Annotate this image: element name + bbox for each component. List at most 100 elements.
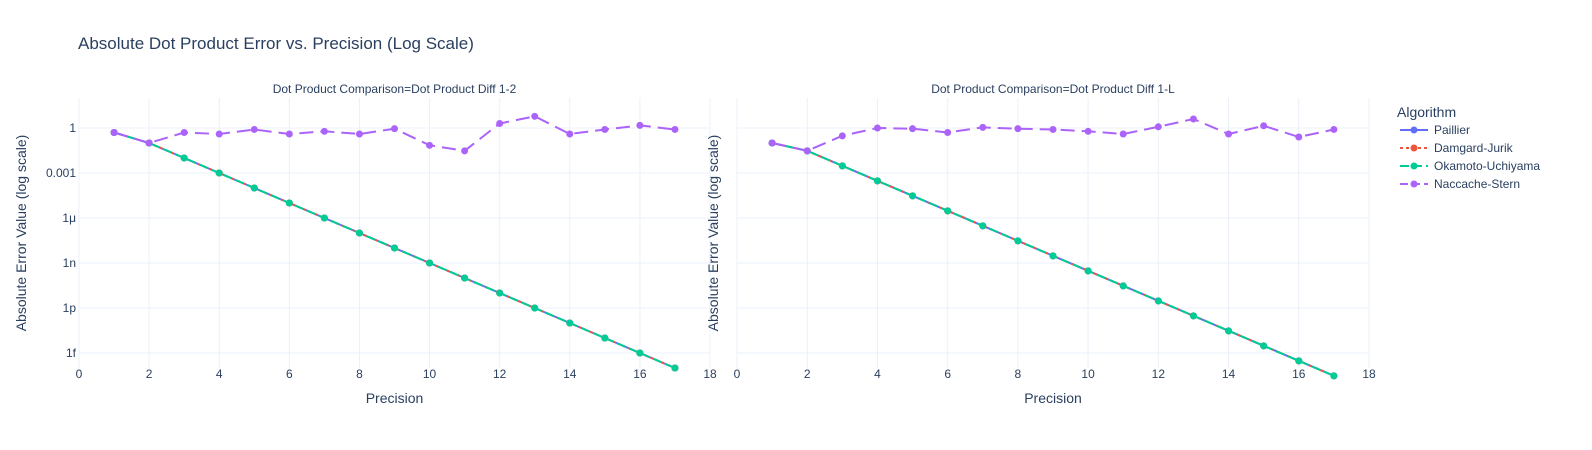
data-point: [1225, 130, 1233, 138]
data-point: [671, 364, 679, 372]
data-point: [285, 199, 293, 207]
legend-item-naccache-stern: Naccache-Stern: [1400, 177, 1520, 191]
data-point: [145, 139, 153, 147]
x-tick-label: 14: [1222, 367, 1236, 381]
data-point: [1295, 357, 1303, 365]
legend-item-okamoto-uchiyama: Okamoto-Uchiyama: [1400, 159, 1540, 173]
chart-title: Absolute Dot Product Error vs. Precision…: [78, 34, 474, 53]
x-tick-label: 2: [804, 367, 811, 381]
data-point: [566, 130, 574, 138]
data-point: [944, 207, 952, 215]
data-point: [601, 334, 609, 342]
data-point: [1189, 312, 1197, 320]
series-line-paillier: [771, 142, 1335, 377]
series-paillier: [768, 139, 1338, 380]
data-point: [391, 125, 398, 133]
subplot-2: Dot Product Comparison=Dot Product Diff …: [705, 82, 1376, 406]
x-tick-label: 16: [633, 367, 647, 381]
legend-label: Paillier: [1434, 123, 1470, 137]
grid-lines: [736, 98, 1370, 368]
data-point: [768, 139, 776, 147]
data-point: [355, 130, 363, 138]
series-line-damgard-jurik: [113, 131, 676, 369]
y-tick-label: 0.001: [46, 166, 76, 180]
data-point: [979, 222, 987, 230]
panels-layer: Dot Product Comparison=Dot Product Diff …: [13, 82, 1376, 406]
data-point: [1049, 252, 1057, 260]
data-point: [1154, 123, 1162, 131]
x-tick-label: 12: [1152, 367, 1166, 381]
x-tick-label: 4: [874, 367, 881, 381]
data-point: [873, 124, 881, 132]
data-point: [909, 192, 917, 200]
x-tick-label: 18: [703, 367, 717, 381]
data-point: [671, 125, 679, 133]
series-line-okamoto-uchiyama: [771, 142, 1335, 377]
data-point: [285, 130, 293, 138]
legend-item-damgard-jurik: Damgard-Jurik: [1400, 141, 1514, 155]
data-point: [250, 125, 258, 133]
data-point: [1225, 327, 1233, 335]
y-tick-label: 1: [69, 121, 76, 135]
data-point: [1014, 237, 1022, 245]
data-point: [566, 319, 574, 327]
data-point: [979, 123, 987, 131]
data-point: [636, 349, 644, 357]
data-point: [320, 214, 328, 222]
legend-title: Algorithm: [1397, 104, 1456, 120]
data-point: [838, 162, 846, 170]
data-point: [1049, 125, 1057, 133]
data-point: [110, 129, 118, 137]
data-point: [391, 244, 398, 252]
data-point: [180, 129, 188, 137]
legend-label: Damgard-Jurik: [1434, 141, 1514, 155]
series-okamoto-uchiyama: [768, 139, 1338, 380]
data-point: [250, 184, 258, 192]
data-point: [531, 304, 539, 312]
data-point: [1260, 342, 1268, 350]
data-point: [1295, 133, 1303, 141]
series-okamoto-uchiyama: [110, 129, 679, 372]
series-damgard-jurik: [768, 139, 1338, 380]
x-tick-label: 10: [1081, 367, 1095, 381]
x-tick-label: 0: [734, 367, 741, 381]
x-tick-label: 4: [216, 367, 223, 381]
data-point: [1119, 130, 1127, 138]
y-tick-label: 1n: [63, 256, 76, 270]
series-line-naccache-stern: [113, 115, 676, 152]
data-point: [426, 259, 434, 267]
legend-swatch-marker: [1410, 162, 1418, 170]
y-axis-label: Absolute Error Value (log scale): [705, 135, 721, 332]
data-point: [355, 229, 363, 237]
x-tick-label: 6: [944, 367, 951, 381]
legend-item-paillier: Paillier: [1400, 123, 1470, 137]
data-point: [1154, 297, 1162, 305]
y-tick-label: 1p: [63, 301, 77, 315]
data-point: [426, 141, 434, 149]
legend-label: Okamoto-Uchiyama: [1434, 159, 1540, 173]
data-point: [838, 132, 846, 140]
subplot-1: Dot Product Comparison=Dot Product Diff …: [13, 82, 717, 406]
x-tick-label: 18: [1362, 367, 1376, 381]
x-tick-label: 8: [1015, 367, 1022, 381]
data-point: [1084, 267, 1092, 275]
data-point: [1119, 282, 1127, 290]
data-point: [636, 121, 644, 129]
data-point: [180, 154, 188, 162]
x-tick-label: 0: [76, 367, 83, 381]
data-point: [461, 147, 469, 155]
grid-lines: [78, 98, 711, 368]
x-axis-label: Precision: [1024, 390, 1082, 406]
x-tick-label: 16: [1292, 367, 1306, 381]
legend-swatch-marker: [1410, 126, 1418, 134]
data-point: [320, 127, 328, 135]
data-point: [1330, 125, 1338, 133]
data-point: [215, 169, 223, 177]
data-point: [909, 125, 917, 133]
legend-label: Naccache-Stern: [1434, 177, 1520, 191]
series-naccache-stern: [110, 112, 679, 155]
data-point: [461, 274, 469, 282]
x-tick-label: 12: [493, 367, 507, 381]
x-tick-label: 2: [146, 367, 153, 381]
